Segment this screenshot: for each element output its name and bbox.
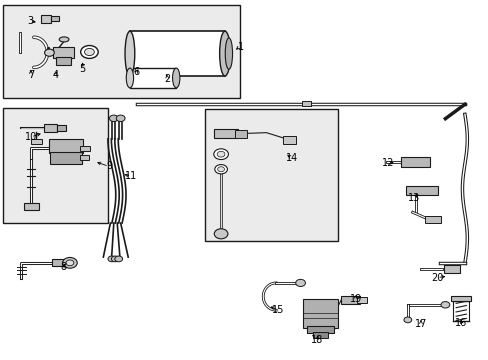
Bar — [80, 155, 89, 160]
Bar — [56, 57, 71, 64]
Text: 5: 5 — [80, 64, 85, 74]
Bar — [80, 146, 90, 151]
Bar — [340, 296, 359, 304]
Bar — [43, 125, 57, 132]
Bar — [214, 129, 237, 138]
Text: 15: 15 — [271, 305, 283, 315]
Bar — [444, 265, 459, 273]
Bar — [450, 296, 470, 301]
Circle shape — [214, 165, 227, 174]
Bar — [424, 216, 440, 223]
Bar — [356, 297, 366, 303]
Bar — [234, 130, 246, 138]
Circle shape — [213, 149, 228, 159]
Text: 8: 8 — [60, 262, 66, 272]
Circle shape — [403, 317, 411, 323]
Text: 2: 2 — [164, 74, 170, 84]
Circle shape — [217, 167, 224, 172]
Text: 13: 13 — [407, 193, 420, 203]
Text: 10: 10 — [25, 132, 37, 142]
Bar — [205, 109, 337, 241]
Bar — [24, 203, 39, 211]
Bar — [51, 16, 59, 22]
Text: 1: 1 — [237, 42, 243, 51]
Ellipse shape — [59, 37, 69, 42]
Bar — [3, 108, 108, 223]
Circle shape — [115, 256, 122, 262]
Text: 17: 17 — [414, 319, 427, 329]
Circle shape — [81, 45, 98, 58]
Circle shape — [66, 260, 74, 266]
Circle shape — [108, 256, 116, 262]
Bar — [306, 326, 333, 333]
Text: 14: 14 — [285, 153, 298, 163]
Bar — [406, 186, 437, 195]
Bar — [53, 47, 74, 58]
Text: 9: 9 — [106, 161, 112, 171]
Bar — [312, 332, 328, 338]
Circle shape — [214, 229, 227, 239]
Circle shape — [84, 48, 94, 55]
Bar — [31, 139, 41, 144]
Bar — [50, 152, 82, 164]
Bar — [41, 15, 51, 23]
Bar — [400, 157, 429, 167]
Circle shape — [62, 257, 77, 268]
Text: 20: 20 — [430, 273, 443, 283]
Text: 12: 12 — [382, 158, 394, 168]
Bar — [302, 101, 310, 106]
Bar — [3, 5, 239, 98]
Text: 3: 3 — [27, 16, 33, 26]
Bar — [130, 68, 176, 88]
Circle shape — [217, 151, 224, 157]
Ellipse shape — [219, 31, 230, 76]
Text: 19: 19 — [349, 294, 361, 304]
Ellipse shape — [172, 68, 180, 88]
Text: 7: 7 — [28, 70, 34, 80]
Circle shape — [111, 256, 119, 262]
Bar — [303, 299, 337, 328]
Ellipse shape — [225, 38, 232, 69]
Circle shape — [440, 302, 449, 308]
Text: 6: 6 — [133, 67, 139, 77]
Bar — [57, 125, 66, 131]
Bar — [282, 136, 296, 144]
Circle shape — [295, 279, 305, 287]
Bar — [49, 139, 82, 153]
Text: 11: 11 — [125, 171, 137, 181]
Text: 4: 4 — [52, 70, 58, 80]
Ellipse shape — [125, 31, 135, 76]
Text: 18: 18 — [310, 334, 322, 345]
Circle shape — [44, 49, 54, 56]
Text: 16: 16 — [454, 318, 467, 328]
Bar — [130, 31, 224, 76]
Circle shape — [109, 115, 118, 122]
Bar — [52, 259, 64, 266]
Circle shape — [116, 115, 125, 122]
Ellipse shape — [126, 68, 133, 88]
